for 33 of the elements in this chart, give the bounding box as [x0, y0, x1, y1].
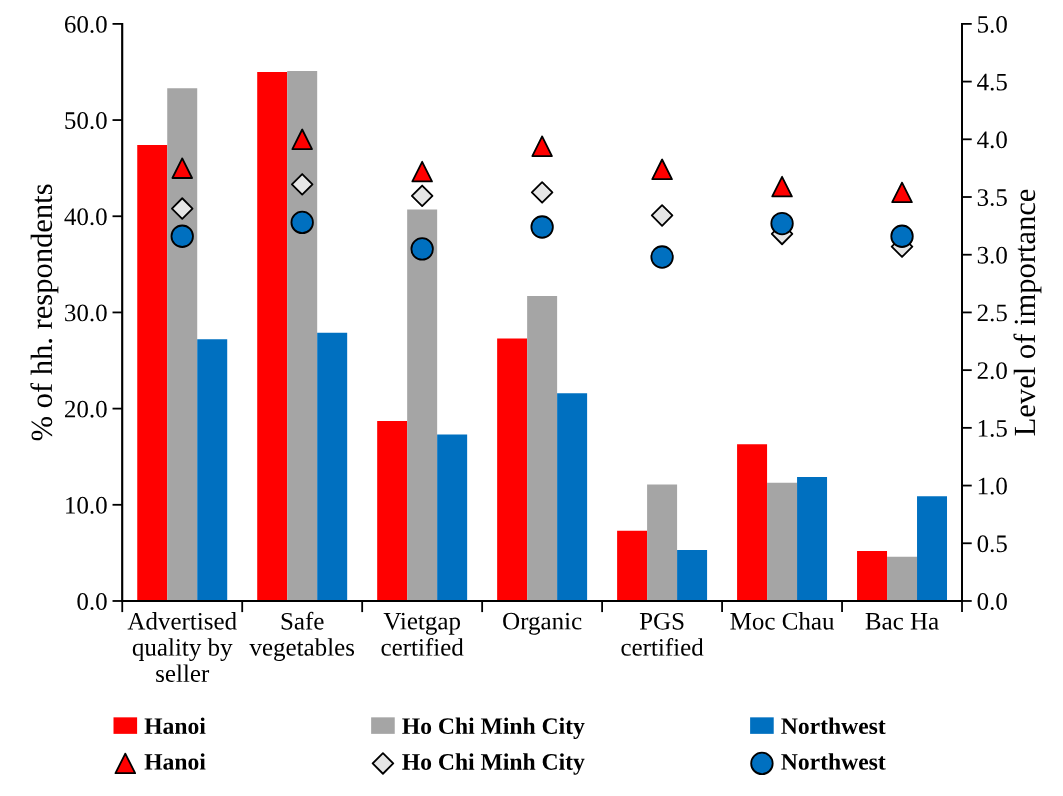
- y-tick-label: 60.0: [64, 15, 107, 33]
- y2-tick-label: 1.5: [978, 420, 1007, 437]
- y-tick-label: 50.0: [65, 112, 107, 130]
- x-tick-label: Safe vegetables: [249, 611, 355, 661]
- legend-label: Northwest: [781, 717, 886, 735]
- y2-tick-label: 1.0: [978, 477, 1007, 495]
- legend-label: Northwest: [781, 753, 886, 770]
- y2-tick-label: 3.0: [977, 246, 1007, 264]
- x-tick-label: Moc Chau: [730, 612, 835, 630]
- y2-tick-label: 4.0: [977, 131, 1007, 149]
- y2-tick-label: 4.5: [977, 73, 1007, 91]
- y2-tick-label: 5.0: [978, 15, 1007, 33]
- y2-tick-label: 0.0: [977, 593, 1007, 611]
- legend-label: Hanoi: [144, 717, 206, 735]
- x-tick-label: PGS certified: [621, 612, 704, 656]
- y-tick-label: 30.0: [65, 304, 107, 322]
- legend-label: Ho Chi Minh City: [402, 717, 585, 739]
- y2-tick-label: 2.5: [977, 304, 1007, 322]
- x-tick-label: Bac Ha: [865, 613, 939, 630]
- y-tick-label: 20.0: [65, 400, 107, 418]
- y2-axis-title: Level of importance: [1013, 189, 1042, 436]
- legend-label: Ho Chi Minh City: [402, 753, 585, 775]
- y-tick-label: 0.0: [77, 593, 107, 611]
- y2-tick-label: 2.0: [977, 362, 1007, 380]
- y2-tick-label: 3.5: [977, 189, 1007, 207]
- legend-label: Hanoi: [144, 753, 206, 770]
- y-tick-label: 10.0: [66, 496, 107, 514]
- x-tick-label: Vietgap certified: [381, 612, 464, 656]
- x-tick-label: Advertised quality by seller: [127, 612, 237, 683]
- y-tick-label: 40.0: [64, 208, 107, 226]
- y2-tick-label: 0.5: [977, 535, 1007, 553]
- x-tick-label: Organic: [503, 612, 582, 635]
- y-axis-title: % of hh. respondents: [30, 184, 59, 441]
